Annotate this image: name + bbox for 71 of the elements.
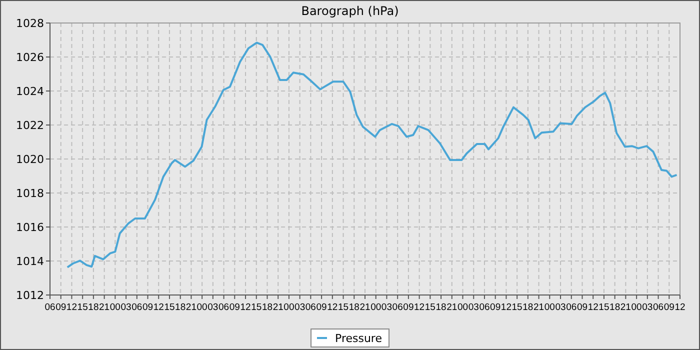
- x-tick-label: 12: [500, 302, 512, 313]
- x-tick-label: 03: [642, 302, 653, 313]
- y-tick-label: 1024: [16, 85, 44, 98]
- x-tick-label: 15: [251, 302, 262, 313]
- x-tick-label: 06: [44, 302, 56, 313]
- x-tick-label: 09: [664, 302, 674, 313]
- x-tick-label: 06: [479, 302, 490, 313]
- x-tick-label: 18: [262, 302, 273, 313]
- x-tick-label: 18: [88, 302, 99, 313]
- x-tick-label: 21: [620, 302, 631, 313]
- y-tick-label: 1014: [16, 255, 44, 268]
- x-tick-label: 06: [305, 302, 316, 313]
- x-tick-label: 18: [610, 302, 620, 313]
- y-tick-label: 1012: [16, 289, 44, 302]
- x-tick-label: 15: [338, 302, 349, 313]
- x-tick-label: 12: [674, 302, 686, 313]
- y-tick-label: 1018: [16, 187, 44, 200]
- x-tick-label: 00: [544, 302, 555, 313]
- x-tick-label: 00: [370, 302, 382, 313]
- x-tick-label: 21: [99, 302, 110, 313]
- y-tick-label: 1016: [16, 221, 44, 234]
- x-tick-label: 00: [110, 302, 120, 313]
- x-tick-label: 06: [132, 302, 142, 313]
- x-tick-label: 06: [218, 302, 230, 313]
- x-tick-label: 21: [272, 302, 284, 313]
- x-tick-label: 06: [392, 302, 403, 313]
- x-tick-label: 03: [120, 302, 132, 313]
- x-tick-label: 00: [457, 302, 468, 313]
- x-tick-label: 00: [284, 302, 294, 313]
- x-tick-label: 15: [512, 302, 522, 313]
- x-tick-label: 12: [240, 302, 251, 313]
- x-tick-label: 15: [77, 302, 88, 313]
- chart-title: Barograph (hPa): [301, 4, 399, 18]
- y-tick-label: 1022: [16, 119, 44, 132]
- x-tick-label: 06: [652, 302, 664, 313]
- x-tick-label: 09: [316, 302, 327, 313]
- x-tick-label: 15: [164, 302, 175, 313]
- x-tick-label: 18: [522, 302, 534, 313]
- x-tick-label: 15: [598, 302, 610, 313]
- y-tick-label: 1028: [16, 17, 44, 30]
- x-tick-label: 03: [208, 302, 218, 313]
- x-tick-label: 00: [631, 302, 642, 313]
- x-tick-label: 09: [142, 302, 154, 313]
- x-tick-label: 21: [446, 302, 458, 313]
- x-tick-label: 09: [576, 302, 588, 313]
- x-tick-label: 12: [66, 302, 78, 313]
- x-tick-label: 03: [555, 302, 566, 313]
- x-tick-label: 18: [348, 302, 360, 313]
- line-series: [66, 42, 678, 268]
- x-tick-label: 12: [414, 302, 425, 313]
- x-tick-label: 03: [468, 302, 479, 313]
- x-tick-label: 15: [424, 302, 436, 313]
- x-tick-label: 12: [153, 302, 164, 313]
- x-tick-label: 21: [534, 302, 544, 313]
- x-tick-label: 09: [229, 302, 240, 313]
- x-tick-label: 06: [566, 302, 577, 313]
- x-tick-label: 09: [403, 302, 414, 313]
- x-tick-label: 09: [490, 302, 501, 313]
- x-tick-label: 21: [186, 302, 196, 313]
- x-tick-label: 12: [588, 302, 598, 313]
- x-tick-label: 21: [360, 302, 370, 313]
- x-tick-label: 03: [381, 302, 392, 313]
- legend-label: Pressure: [335, 332, 382, 345]
- x-tick-label: 00: [196, 302, 208, 313]
- x-tick-label: 18: [175, 302, 186, 313]
- x-tick-label: 18: [436, 302, 446, 313]
- x-tick-label: 12: [327, 302, 338, 313]
- y-tick-label: 1026: [16, 51, 44, 64]
- x-tick-label: 09: [56, 302, 66, 313]
- y-tick-label: 1020: [16, 153, 44, 166]
- x-tick-label: 03: [294, 302, 306, 313]
